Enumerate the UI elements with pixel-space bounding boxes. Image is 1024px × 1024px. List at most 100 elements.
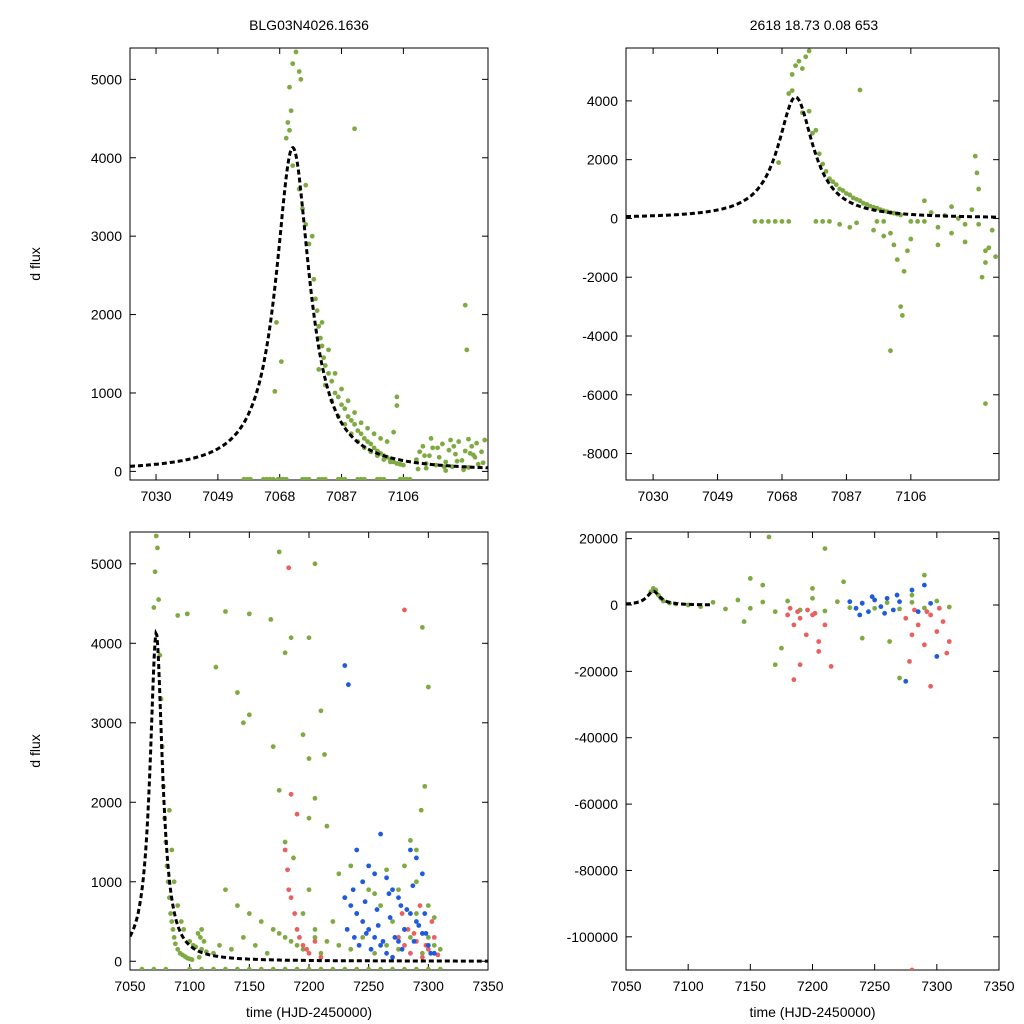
data-point-green: [822, 608, 828, 614]
data-point-blue: [366, 927, 372, 932]
data-point-green: [318, 708, 324, 714]
data-point-green: [983, 248, 988, 254]
data-point-red: [928, 683, 934, 689]
data-point-green: [288, 108, 294, 114]
data-point-green: [482, 437, 488, 443]
data-point-red: [797, 615, 803, 621]
data-point-green: [313, 296, 318, 302]
data-point-green: [168, 911, 173, 916]
data-point-green: [847, 526, 852, 531]
x-tick-label: 7030: [140, 488, 171, 504]
data-point-green: [354, 966, 360, 970]
y-tick-label: -8000: [582, 446, 618, 462]
data-point-green: [922, 218, 927, 224]
data-point-green: [181, 927, 187, 932]
data-point-green: [336, 942, 342, 948]
data-point-green: [443, 459, 449, 465]
y-tick-label: -4000: [582, 328, 618, 344]
data-point-green: [317, 335, 323, 341]
data-point-green: [431, 915, 437, 920]
data-point-green: [820, 161, 826, 167]
data-point-blue: [348, 903, 354, 909]
data-point-green: [972, 153, 978, 159]
data-point-green: [806, 48, 812, 54]
data-point-green: [827, 218, 832, 224]
y-tick-label: 0: [610, 210, 618, 226]
data-point-green: [235, 903, 240, 909]
y-tick-label: 5000: [91, 71, 122, 87]
data-point-green: [418, 807, 424, 813]
y-tick-label: 1000: [91, 874, 122, 890]
data-point-green: [324, 938, 330, 944]
y-tick-label: -20000: [574, 663, 618, 679]
data-point-red: [288, 895, 294, 901]
data-point-green: [139, 966, 145, 970]
data-point-green: [195, 931, 201, 936]
data-point-green: [329, 378, 335, 384]
data-point-green: [772, 218, 778, 224]
x-tick-label: 7350: [983, 978, 1014, 994]
data-point-green: [710, 599, 716, 605]
data-point-blue: [404, 907, 410, 912]
data-point-blue: [360, 919, 366, 924]
data-point-blue: [362, 899, 368, 905]
data-point-green: [793, 63, 798, 69]
data-point-green: [735, 597, 741, 603]
data-point-green: [884, 600, 890, 606]
data-point-green: [462, 448, 468, 454]
data-point-green: [437, 946, 443, 952]
data-point-green: [175, 613, 181, 618]
plot-frame: [129, 531, 489, 971]
data-point-blue: [416, 923, 422, 928]
data-point-blue: [372, 871, 378, 877]
data-point-green: [888, 348, 893, 354]
data-point-blue: [396, 938, 401, 944]
data-point-green: [223, 609, 228, 614]
data-point-green: [348, 418, 354, 423]
data-point-green: [425, 966, 431, 970]
data-point-green: [407, 476, 413, 480]
data-point-green: [287, 84, 292, 90]
data-point-green: [339, 386, 344, 392]
data-point-green: [723, 606, 728, 612]
model-curve: [626, 95, 999, 219]
x-tick-label: 7100: [673, 978, 704, 994]
data-point-red: [294, 927, 300, 932]
data-point-green: [810, 586, 815, 591]
data-point-green: [272, 389, 278, 394]
data-point-green: [276, 549, 282, 555]
data-point-blue: [378, 831, 383, 837]
data-point-red: [944, 650, 950, 656]
data-point-blue: [897, 599, 902, 605]
data-point-green: [294, 966, 300, 970]
data-point-green: [155, 545, 160, 551]
data-point-blue: [866, 609, 871, 615]
data-point-green: [169, 847, 175, 853]
data-point-green: [909, 599, 915, 605]
data-point-blue: [414, 919, 419, 924]
panel-bottom-left: 7050 7100 7150 7200 7250 7300 7350 0 1000 2000 300…: [27, 531, 504, 1020]
data-point-blue: [857, 612, 863, 618]
data-point-green: [922, 572, 927, 578]
data-point-green: [394, 394, 400, 400]
data-point-red: [795, 609, 800, 615]
data-point-blue: [396, 895, 401, 901]
data-point-green: [282, 935, 288, 940]
data-point-green: [901, 268, 907, 274]
data-point-green: [888, 230, 893, 236]
data-point-green: [423, 465, 429, 471]
data-point-red: [411, 931, 417, 936]
data-point-green: [365, 425, 370, 431]
data-point-green: [430, 445, 436, 451]
data-point-green: [898, 304, 904, 310]
data-point-green: [378, 436, 383, 441]
data-point-green: [766, 218, 771, 224]
data-point-green: [741, 619, 747, 624]
data-point-blue: [928, 600, 934, 606]
data-point-red: [912, 607, 917, 613]
data-point-green: [381, 457, 387, 463]
data-point-green: [425, 903, 431, 909]
data-point-green: [332, 370, 338, 376]
data-point-blue: [411, 938, 417, 944]
data-point-green: [935, 242, 941, 248]
